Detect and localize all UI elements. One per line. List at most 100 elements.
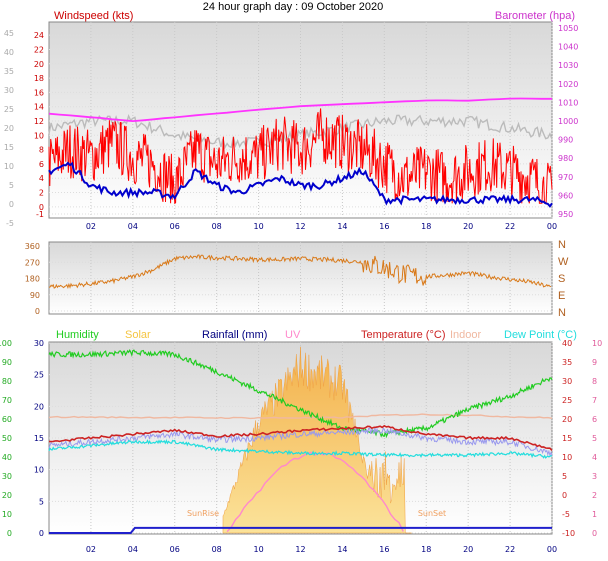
outer-y-tick: 30 [4,86,14,95]
x-tick-label: 20 [463,222,473,231]
wind-y-tick: 0 [39,203,44,212]
dir-y-tick: 360 [25,242,40,251]
outer-y-tick: 0 [9,200,14,209]
wind-plot-area: 242220181614121086420-110501040103010201… [4,22,578,231]
rain-y-tick: 5 [39,497,44,506]
barometer-axis-label: Barometer (hpa) [495,10,575,22]
x-tick-label: 18 [421,222,431,231]
uv-y-tick: 0 [592,529,597,538]
wind-y-tick: 12 [34,117,44,126]
legend: Humidity Solar Rainfall (mm) UV Temperature … [56,329,577,341]
legend-item: Solar [125,329,151,341]
temp-y-tick: 10 [562,453,572,462]
humidity-y-tick: 30 [2,472,12,481]
rain-y-tick: 0 [39,529,44,538]
dir-y-tick: 90 [30,291,40,300]
x-tick-label: 08 [212,545,222,554]
x-tick-label: 02 [86,222,96,231]
windspeed-axis-label: Windspeed (kts) [54,10,133,22]
temp-y-tick: 20 [562,415,572,424]
temp-y-tick: 35 [562,358,572,367]
uv-y-tick: 7 [592,396,597,405]
chart-title: 24 hour graph day : 09 October 2020 [203,1,383,13]
legend-item: Humidity [56,329,99,341]
rainfall-line [49,526,552,534]
dir-y-tick: 270 [25,258,40,267]
gust-grey-line [48,114,553,150]
wind-y-tick: -1 [36,210,44,219]
dewpoint-line [48,439,553,459]
humidity-y-tick: 10 [2,510,12,519]
wind-direction-line [48,254,552,289]
x-tick-label: 18 [421,545,431,554]
solar-area [222,346,412,534]
rain-y-tick: 25 [34,371,44,380]
temp-y-tick: -5 [562,510,570,519]
sunset-annotation: SunSet [418,509,446,518]
outer-y-tick: 35 [4,67,14,76]
wind-y-tick: 4 [39,174,44,183]
baro-y-tick: 1010 [558,98,578,107]
baro-y-tick: 980 [558,154,573,163]
humidity-y-tick: 90 [2,358,12,367]
humidity-y-tick: 40 [2,453,12,462]
x-tick-label: 14 [337,222,347,231]
baro-y-tick: 1030 [558,61,578,70]
legend-item: Indoor [450,329,482,341]
temp-y-tick: 5 [562,472,567,481]
wind-y-tick: 10 [34,131,44,140]
outer-y-tick: 45 [4,29,14,38]
windchill-line [48,427,553,457]
x-tick-label: 04 [128,222,138,231]
uv-y-tick: 5 [592,434,597,443]
outer-y-tick: 10 [4,162,14,171]
wind-y-tick: 14 [34,103,44,112]
wind-y-tick: 18 [34,74,44,83]
humidity-line [48,349,553,439]
wind-y-tick: 6 [39,160,44,169]
x-tick-label: 14 [337,545,347,554]
barometer-line [48,97,552,123]
outer-y-tick: 40 [4,48,14,57]
x-tick-label: 22 [505,222,515,231]
wind-y-tick: 22 [34,45,44,54]
x-tick-label: 08 [212,222,222,231]
temp-y-tick: 30 [562,377,572,386]
baro-y-tick: 1050 [558,24,578,33]
wind-y-tick: 16 [34,88,44,97]
baro-y-tick: 970 [558,173,573,182]
sunrise-annotation: SunRise [187,509,219,518]
legend-item: Dew Point (°C) [504,329,577,341]
wind-y-tick: 20 [34,60,44,69]
temp-y-tick: 15 [562,434,572,443]
x-tick-label: 16 [379,222,389,231]
rain-y-tick: 10 [34,466,44,475]
wind-y-tick: 2 [39,189,44,198]
humidity-y-tick: 60 [2,415,12,424]
x-tick-label: 06 [170,222,180,231]
uv-y-tick: 9 [592,358,597,367]
humidity-y-tick: 100 [0,339,12,348]
temp-y-tick: 0 [562,491,567,500]
temp-y-tick: 40 [562,339,572,348]
uv-y-tick: 2 [592,491,597,500]
rain-y-tick: 20 [34,402,44,411]
x-tick-label: 10 [253,222,263,231]
outer-y-tick: 25 [4,105,14,114]
dir-compass-label: N [558,239,566,251]
wind-average-line [48,161,553,208]
uv-y-tick: 6 [592,415,597,424]
uv-y-tick: 1 [592,510,597,519]
temp-y-tick: -10 [562,529,575,538]
indoor-line [48,413,553,420]
baro-y-tick: 1020 [558,80,578,89]
temperature-line [48,424,553,451]
x-tick-label: 22 [505,545,515,554]
dir-compass-label: E [558,290,565,302]
x-tick-label: 06 [170,545,180,554]
x-tick-label: 20 [463,545,473,554]
dir-compass-label: W [558,256,569,268]
dir-y-tick: 180 [25,275,40,284]
windspeed-line [48,108,553,205]
